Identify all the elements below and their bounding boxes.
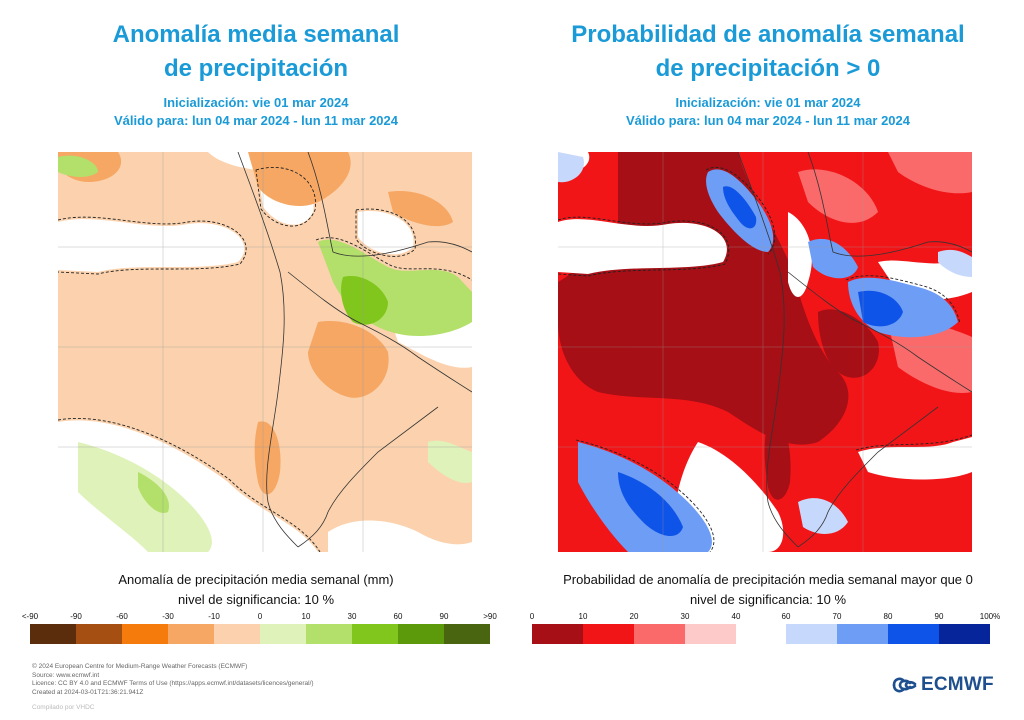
probability-map-graphic — [558, 152, 972, 552]
anomaly-legend-tick: 0 — [257, 612, 263, 621]
anomaly-legend-tick: >90 — [483, 612, 497, 621]
anomaly-legend-swatch — [398, 624, 444, 644]
probability-title: Probabilidad de anomalía semanal de prec… — [512, 18, 1024, 86]
footer-licence: Licence: CC BY 4.0 and ECMWF Terms of Us… — [32, 680, 314, 687]
anomaly-title: Anomalía media semanal de precipitación — [0, 18, 512, 86]
probability-legend-high-swatch — [888, 624, 939, 644]
anomaly-legend-tick: -30 — [162, 612, 174, 621]
anomaly-caption: Anomalía de precipitación media semanal … — [0, 570, 512, 610]
anomaly-map-graphic — [58, 152, 472, 552]
anomaly-legend-tick: -60 — [116, 612, 128, 621]
anomaly-legend: <-90 -90 -60 -30 -10 0 10 30 60 90 >90 — [22, 612, 497, 652]
anomaly-legend-swatch — [352, 624, 398, 644]
probability-init-date: Inicialización: vie 01 mar 2024 — [675, 95, 861, 110]
ecmwf-logo-text: ECMWF — [921, 674, 994, 695]
anomaly-legend-swatch — [168, 624, 214, 644]
anomaly-legend-tick: 10 — [301, 612, 311, 621]
anomaly-legend-tick: 60 — [393, 612, 403, 621]
probability-legend-low-tick: 40 — [731, 612, 741, 621]
anomaly-legend-tick: -90 — [70, 612, 82, 621]
anomaly-title-line1: Anomalía media semanal — [112, 21, 400, 48]
probability-legend-high-swatch — [837, 624, 888, 644]
probability-legend-high-tick: 80 — [883, 612, 893, 621]
anomaly-legend-swatch — [306, 624, 352, 644]
probability-legend-low-tick: 0 — [529, 612, 535, 621]
probability-legend-low-tick: 10 — [578, 612, 588, 621]
probability-legend-high-tick: 70 — [832, 612, 842, 621]
probability-caption: Probabilidad de anomalía de precipitació… — [512, 570, 1024, 610]
anomaly-legend-tick: 90 — [439, 612, 449, 621]
probability-legend-low-swatch — [532, 624, 583, 644]
compiled-by: Compilado por VHDC — [32, 704, 95, 711]
footer-copyright: © 2024 European Centre for Medium-Range … — [32, 663, 248, 670]
probability-legend-low-tick: 30 — [680, 612, 690, 621]
probability-legend-high-tick: 60 — [781, 612, 791, 621]
anomaly-legend-tick: <-90 — [21, 612, 39, 621]
anomaly-legend-swatch — [444, 624, 490, 644]
probability-subtitle: Inicialización: vie 01 mar 2024 Válido p… — [512, 94, 1024, 130]
anomaly-legend-swatch — [30, 624, 76, 644]
probability-map — [558, 152, 972, 552]
probability-legend: 0 10 20 30 40 60 70 80 90 100% — [529, 612, 1002, 652]
anomaly-valid-range: Válido para: lun 04 mar 2024 - lun 11 ma… — [114, 113, 398, 128]
anomaly-caption-line2: nivel de significancia: 10 % — [177, 592, 335, 607]
probability-legend-high-tick: 100% — [979, 612, 1001, 621]
footer-created: Created at 2024-03-01T21:36:21.941Z — [32, 688, 144, 696]
anomaly-title-line2: de precipitación — [163, 55, 349, 82]
probability-legend-high-swatch — [786, 624, 837, 644]
probability-legend-high-tick: 90 — [934, 612, 944, 621]
anomaly-map — [58, 152, 472, 552]
anomaly-legend-swatch — [122, 624, 168, 644]
anomaly-caption-line1: Anomalía de precipitación media semanal … — [118, 572, 394, 587]
probability-legend-high-swatch — [939, 624, 990, 644]
probability-legend-low-swatch — [634, 624, 685, 644]
anomaly-legend-tick: -10 — [208, 612, 220, 621]
probability-legend-low-swatch — [685, 624, 736, 644]
probability-legend-low-tick: 20 — [629, 612, 639, 621]
probability-legend-low-swatch — [583, 624, 634, 644]
footer-source: Source: www.ecmwf.int — [32, 671, 100, 679]
copyright-footer: © 2024 European Centre for Medium-Range … — [32, 663, 314, 697]
probability-legend-low-colorbar — [532, 624, 736, 644]
probability-title-line2: de precipitación > 0 — [655, 55, 881, 82]
ecmwf-logo: ECMWF — [892, 674, 994, 696]
probability-valid-range: Válido para: lun 04 mar 2024 - lun 11 ma… — [626, 113, 910, 128]
anomaly-legend-swatch — [214, 624, 260, 644]
anomaly-init-date: Inicialización: vie 01 mar 2024 — [163, 95, 349, 110]
ecmwf-wave-icon — [892, 677, 917, 693]
probability-title-line1: Probabilidad de anomalía semanal — [571, 21, 965, 48]
probability-caption-line1: Probabilidad de anomalía de precipitació… — [563, 572, 973, 587]
probability-legend-high-colorbar — [786, 624, 990, 644]
anomaly-legend-swatch — [76, 624, 122, 644]
anomaly-colorbar — [30, 624, 490, 644]
probability-caption-line2: nivel de significancia: 10 % — [689, 592, 847, 607]
anomaly-legend-tick: 30 — [347, 612, 357, 621]
anomaly-subtitle: Inicialización: vie 01 mar 2024 Válido p… — [0, 94, 512, 130]
anomaly-legend-swatch — [260, 624, 306, 644]
